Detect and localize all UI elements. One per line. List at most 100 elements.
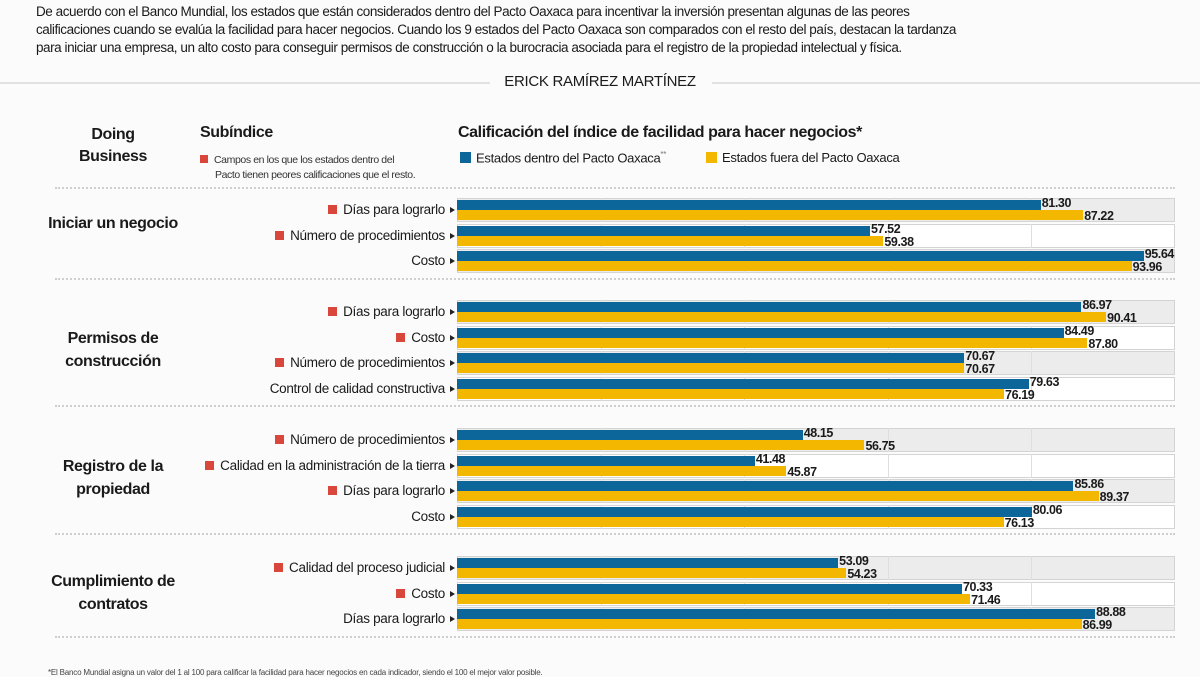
bar-outside <box>457 516 1004 527</box>
legend-inside: Estados dentro del Pacto Oaxaca** <box>460 150 666 165</box>
arrow-right-icon <box>450 462 455 469</box>
value-label-outside: 90.41 <box>1107 311 1137 325</box>
value-label-outside: 71.46 <box>971 592 1001 607</box>
value-label-outside: 45.87 <box>787 464 817 479</box>
doing-business-heading: Doing Business <box>79 126 147 165</box>
section-label: Cumplimiento de contratos <box>51 573 175 614</box>
value-label-inside: 57.52 <box>870 221 901 236</box>
bar-outside <box>457 261 1132 272</box>
subindex-text: Calidad en la administración de la tierr… <box>220 457 445 473</box>
bar-inside <box>457 378 1029 389</box>
arrow-right-icon <box>450 258 455 265</box>
arrow-right-icon <box>450 309 455 315</box>
subindex-text: Días para lograrlo <box>343 611 445 627</box>
value-label-outside: 54.23 <box>847 567 877 581</box>
value-label-inside: 81.30 <box>1041 196 1072 210</box>
value-label-outside: 76.13 <box>1004 515 1035 530</box>
subindex-text: Costo <box>411 329 445 345</box>
section-divider <box>55 635 1175 638</box>
gridline <box>1031 428 1033 452</box>
value-label-inside: 95.64 <box>1144 247 1175 262</box>
legend-inside-label: Estados dentro del Pacto Oaxaca <box>476 150 661 166</box>
subindex-text: Control de calidad constructiva <box>269 380 446 396</box>
value-label-inside: 86.97 <box>1082 298 1112 312</box>
bar-inside <box>457 251 1144 262</box>
bar-outside <box>457 593 971 604</box>
red-square-icon <box>200 155 208 163</box>
header-divider <box>55 187 1175 189</box>
bar-inside <box>457 481 1074 492</box>
legend-outside: Estados fuera del Pacto Oaxaca <box>706 150 900 165</box>
yellow-square-icon <box>706 152 717 163</box>
gridline <box>887 453 889 478</box>
bar-inside <box>457 506 1032 517</box>
value-label-outside: 89.37 <box>1099 490 1130 505</box>
subindex-text: Días para lograrlo <box>343 202 445 217</box>
subindex-label: Costo <box>411 509 455 524</box>
bar-outside <box>457 312 1107 322</box>
bar-outside <box>457 619 1082 630</box>
subindex-label: Costo <box>396 586 455 601</box>
bar-outside <box>457 465 787 476</box>
intro-paragraph: De acuerdo con el Banco Mundial, los est… <box>36 3 1176 57</box>
bar-outside <box>457 491 1099 502</box>
value-label-outside: 59.38 <box>884 234 914 249</box>
bar-outside <box>457 440 865 450</box>
bar-inside <box>457 455 755 466</box>
bar-outside <box>457 235 884 246</box>
value-label-inside: 85.86 <box>1074 477 1104 492</box>
bar-inside <box>457 302 1082 312</box>
value-label-outside: 86.99 <box>1082 618 1113 633</box>
value-label-outside: 87.22 <box>1084 209 1114 223</box>
section-label: Permisos de construcción <box>65 330 161 371</box>
bar-inside <box>457 609 1096 620</box>
subindex-text: Calidad del proceso judicial <box>289 560 445 575</box>
section-label: Iniciar un negocio <box>48 215 178 233</box>
bar-inside <box>457 200 1041 210</box>
marker-note: Campos en los que los estados dentro del… <box>200 153 416 183</box>
subindice-heading: Subíndice <box>200 124 273 141</box>
gridline <box>887 428 889 452</box>
chart-title: Calificación del índice de facilidad par… <box>458 124 863 141</box>
value-label-inside: 88.88 <box>1096 605 1126 620</box>
byline-rule-left <box>0 82 490 84</box>
red-square-icon <box>274 563 284 572</box>
gridline <box>887 556 889 580</box>
gridline <box>887 223 889 248</box>
intro-line: calificaciones cuando se evalúa la facil… <box>36 22 956 37</box>
gridline <box>1031 556 1033 580</box>
subindex-label: Días para lograrlo <box>328 202 455 217</box>
gridline <box>1031 581 1033 606</box>
bar-inside <box>457 583 962 594</box>
subindex-label: Costo <box>411 253 455 268</box>
subindex-label: Control de calidad constructiva <box>270 381 455 396</box>
byline-rule-right <box>712 82 1200 84</box>
subindex-label: Días para lograrlo <box>328 483 455 498</box>
arrow-right-icon <box>450 590 455 597</box>
gridline <box>1031 351 1033 376</box>
value-label-inside: 70.67 <box>965 349 995 364</box>
subindex-label: Días para lograrlo <box>343 611 455 626</box>
arrow-right-icon <box>450 360 455 367</box>
subindex-text: Número de procedimientos <box>290 227 445 243</box>
value-label-outside: 76.19 <box>1005 387 1035 402</box>
subindex-text: Costo <box>411 508 445 524</box>
value-label-inside: 70.33 <box>962 579 993 594</box>
gridline <box>1031 376 1033 401</box>
gridline <box>1031 504 1033 529</box>
subindex-label: Días para lograrlo <box>328 304 455 319</box>
subindex-label: Número de procedimientos <box>275 432 455 447</box>
subindex-text: Días para lograrlo <box>343 483 445 499</box>
arrow-right-icon <box>450 334 455 341</box>
value-label-outside: 93.96 <box>1132 260 1163 275</box>
arrow-right-icon <box>450 616 455 623</box>
red-square-icon <box>275 230 285 240</box>
value-label-inside: 80.06 <box>1032 502 1063 517</box>
bar-outside <box>457 363 965 374</box>
section-divider <box>55 533 1175 536</box>
blue-square-icon <box>460 152 471 164</box>
subindex-text: Días para lograrlo <box>343 304 445 319</box>
value-label-inside: 79.63 <box>1029 374 1060 389</box>
arrow-right-icon <box>450 385 455 392</box>
value-label-inside: 53.09 <box>839 554 869 568</box>
